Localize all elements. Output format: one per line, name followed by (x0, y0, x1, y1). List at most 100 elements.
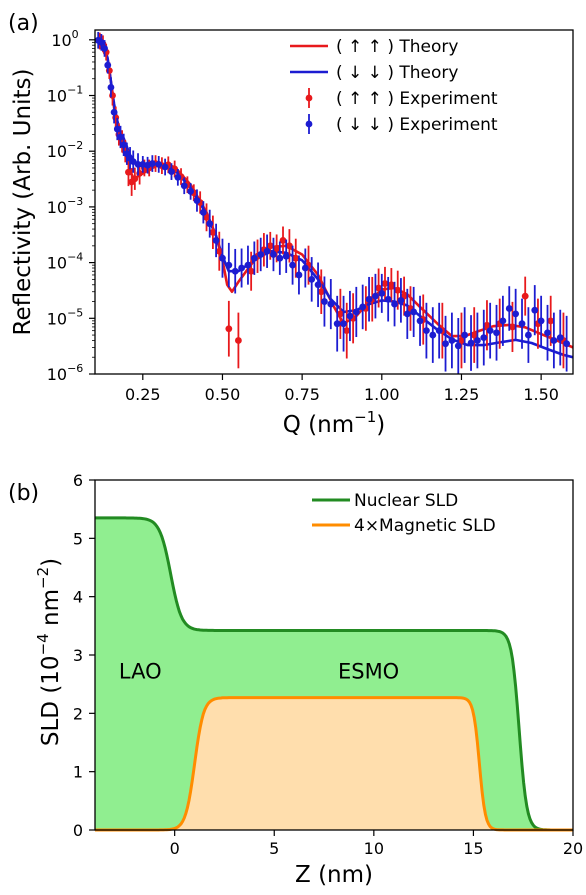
y-tick-label: 0 (73, 821, 83, 840)
reflectivity-y-ticks: 100 10−1 10−2 10−3 10−4 10−5 10−6 (47, 28, 95, 384)
data-point (372, 292, 379, 300)
data-point (454, 342, 462, 350)
data-point (343, 327, 351, 335)
data-point (365, 295, 373, 303)
data-point (387, 281, 395, 289)
reflectivity-panel: (a) 0.25 0.50 0.75 1.00 1.25 1.50 100 10−1 10−2… (8, 11, 574, 438)
data-point (442, 340, 449, 348)
theory-line-series-1 (95, 38, 573, 359)
data-point (410, 308, 418, 316)
legend-marker-swatch (305, 94, 313, 102)
reflectivity-plot-area (95, 31, 573, 374)
data-point (467, 339, 475, 347)
legend-entry: 4×Magnetic SLD (312, 516, 496, 536)
data-point (161, 163, 169, 171)
x-tick-label: 10 (364, 839, 384, 858)
data-point (531, 306, 539, 314)
data-point (423, 327, 430, 335)
data-point (474, 337, 481, 344)
data-point (282, 252, 290, 260)
data-point (244, 261, 252, 269)
data-point (270, 251, 277, 258)
x-tick-label: 20 (563, 839, 583, 858)
data-point (203, 213, 210, 221)
data-point (225, 261, 233, 269)
data-point (518, 320, 526, 328)
sld-y-axis-label: SLD (10−4 nm−2) (34, 558, 64, 746)
data-point (547, 317, 555, 325)
x-tick-label: 0.75 (284, 385, 320, 404)
layer-annotation: LAO (119, 659, 162, 683)
data-point (429, 331, 437, 339)
data-point (193, 197, 201, 204)
sld-x-ticks: 0 5 10 15 20 (170, 830, 583, 858)
legend-label: Nuclear SLD (354, 491, 458, 511)
data-point (346, 312, 354, 320)
y-tick-label: 5 (73, 529, 83, 548)
data-point (101, 45, 108, 52)
data-point (314, 281, 322, 289)
data-point (512, 310, 520, 318)
data-point (266, 242, 274, 250)
data-point (461, 331, 469, 339)
reflectivity-legend: ( ↑ ↑ ) Theory ( ↓ ↓ ) Theory ( ↑ ↑ ) Expe… (290, 37, 498, 135)
data-point (483, 321, 491, 329)
x-tick-label: 0.25 (125, 385, 161, 404)
data-point (486, 327, 494, 335)
data-point (148, 160, 156, 167)
data-point (556, 334, 564, 342)
data-point (107, 83, 115, 91)
legend-label: ( ↑ ↑ ) Theory (336, 37, 458, 57)
data-point (206, 220, 214, 228)
data-point (321, 298, 328, 305)
data-point (250, 254, 258, 262)
sld-x-axis-label: Z (nm) (295, 862, 373, 888)
legend-label: ( ↓ ↓ ) Experiment (336, 115, 498, 135)
data-point (225, 325, 233, 333)
x-tick-label: 0 (170, 839, 180, 858)
data-point (212, 237, 220, 244)
data-point (327, 300, 335, 308)
y-tick-label: 3 (73, 646, 83, 665)
data-point (235, 337, 242, 344)
data-point (458, 337, 465, 344)
sld-annotations: LAO ESMO (119, 659, 399, 683)
data-point (273, 244, 281, 252)
data-point (340, 320, 347, 328)
data-point (231, 267, 239, 275)
data-point (435, 327, 443, 335)
data-point (499, 317, 507, 325)
legend-label: 4×Magnetic SLD (354, 516, 496, 536)
data-point (125, 168, 132, 176)
data-point (352, 308, 360, 316)
x-tick-label: 1.25 (444, 385, 480, 404)
data-point (219, 254, 226, 262)
y-tick-label: 2 (73, 704, 83, 723)
legend-entry: Nuclear SLD (312, 491, 458, 511)
legend-label: ( ↑ ↑ ) Experiment (336, 89, 498, 109)
data-point (187, 187, 195, 195)
data-point (301, 264, 309, 272)
panel-a-label: (a) (8, 11, 39, 36)
data-point (448, 337, 456, 344)
y-tick-label: 4 (73, 588, 83, 607)
layer-annotation: ESMO (338, 659, 399, 683)
data-point (276, 254, 284, 262)
data-point (505, 305, 513, 312)
data-point (134, 160, 142, 168)
y-tick-label: 10−5 (47, 306, 84, 328)
data-point (470, 331, 478, 339)
reflectivity-axes-frame (94, 29, 574, 375)
y-tick-label: 100 (51, 28, 78, 50)
sld-panel: (b) 0 5 10 15 20 0 1 2 3 4 5 6 Z (nm) SLD (10−4 nm… (8, 471, 583, 888)
data-point (544, 329, 551, 337)
data-point (537, 317, 545, 325)
data-point (493, 329, 500, 337)
data-point (308, 275, 316, 283)
data-point (378, 289, 386, 297)
legend-entry: ( ↓ ↓ ) Experiment (305, 114, 498, 135)
data-point (120, 141, 128, 149)
x-tick-label: 1.00 (364, 385, 400, 404)
sld-curve-1 (95, 696, 573, 832)
